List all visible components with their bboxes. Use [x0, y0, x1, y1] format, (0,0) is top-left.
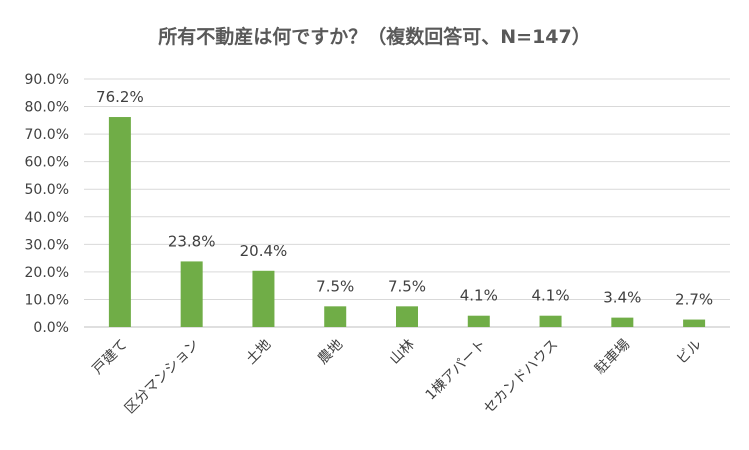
- bar: [611, 317, 634, 327]
- chart-title: 所有不動産は何ですか？（複数回答可、N=147）: [158, 26, 591, 48]
- y-tick-label: 80.0%: [25, 100, 69, 116]
- category-label: 土地: [243, 337, 274, 368]
- category-label: 区分マンション: [122, 337, 203, 418]
- bar: [396, 306, 418, 327]
- data-label: 4.1%: [460, 287, 498, 305]
- bar: [467, 315, 490, 327]
- data-label: 23.8%: [168, 232, 216, 250]
- bar: [539, 315, 562, 327]
- bar: [324, 306, 347, 327]
- y-tick-label: 40.0%: [25, 210, 69, 226]
- bar: [683, 319, 706, 327]
- category-label: 農地: [315, 337, 346, 368]
- category-label: 駐車場: [591, 336, 633, 378]
- category-label: ビル: [674, 337, 705, 368]
- data-label: 7.5%: [316, 277, 354, 295]
- y-tick-label: 60.0%: [25, 155, 69, 171]
- y-tick-label: 90.0%: [25, 72, 69, 88]
- bar: [180, 261, 203, 327]
- y-tick-label: 50.0%: [25, 182, 69, 198]
- category-label: 戸建て: [90, 337, 131, 378]
- data-label: 76.2%: [96, 88, 144, 106]
- y-tick-label: 20.0%: [25, 265, 69, 281]
- y-tick-label: 0.0%: [33, 320, 69, 336]
- data-label: 4.1%: [532, 287, 570, 305]
- category-label: セカンドハウス: [481, 337, 562, 418]
- data-label: 20.4%: [240, 242, 288, 260]
- bar: [252, 270, 275, 327]
- y-tick-label: 30.0%: [25, 237, 69, 253]
- bar: [108, 117, 131, 327]
- category-label: 山林: [387, 337, 418, 368]
- data-label: 3.4%: [603, 289, 641, 307]
- data-label: 2.7%: [675, 291, 713, 309]
- y-tick-label: 10.0%: [25, 292, 69, 308]
- data-label: 7.5%: [388, 277, 426, 295]
- y-tick-label: 70.0%: [25, 127, 69, 143]
- category-label: 1棟アパート: [423, 337, 490, 404]
